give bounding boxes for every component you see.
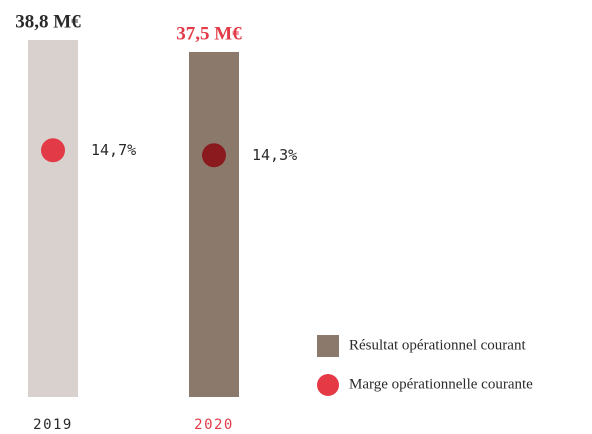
bar bbox=[28, 40, 78, 397]
legend-swatch bbox=[317, 335, 339, 357]
legend-swatch bbox=[317, 374, 339, 396]
legend-label: Résultat opérationnel courant bbox=[349, 337, 526, 353]
margin-dot bbox=[41, 138, 65, 163]
bar bbox=[189, 51, 239, 398]
margin-label: 14,7% bbox=[91, 141, 136, 159]
margin-label: 14,3% bbox=[252, 146, 297, 164]
bar-value-label: 37,5 M€ bbox=[176, 23, 242, 44]
legend-label: Marge opérationnelle courante bbox=[349, 376, 533, 392]
margin-dot bbox=[202, 143, 226, 168]
bar-value-label: 38,8 M€ bbox=[15, 11, 81, 32]
x-tick-label: 2019 bbox=[33, 417, 73, 433]
x-tick-label: 2020 bbox=[194, 417, 234, 433]
